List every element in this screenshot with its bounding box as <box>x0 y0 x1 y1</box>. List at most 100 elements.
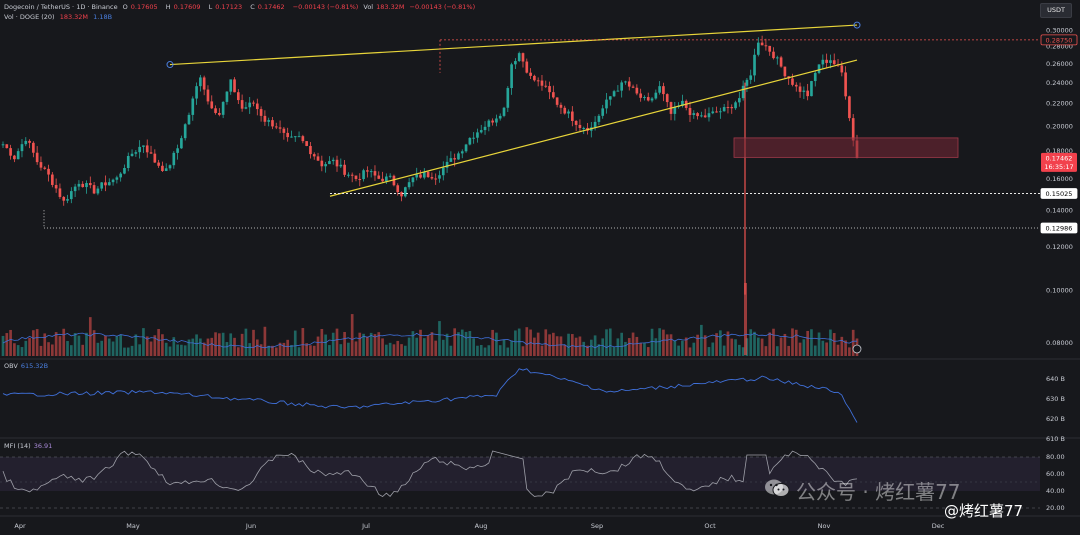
candle-body <box>145 145 149 153</box>
lower-trendline <box>329 59 858 197</box>
volume-bar <box>696 334 699 356</box>
volume-bar <box>457 332 460 356</box>
candle-body <box>13 155 16 160</box>
candle-body <box>240 100 244 109</box>
y-tick-label: 0.26000 <box>1046 60 1073 68</box>
volume-bar <box>126 347 130 356</box>
candle-body <box>692 113 696 116</box>
candle-body <box>662 86 665 95</box>
volume-bar <box>244 328 248 356</box>
price-tag-support2-bg <box>1040 222 1078 234</box>
candle-body <box>236 92 240 101</box>
candle-body <box>521 53 525 62</box>
volume-bar <box>692 342 696 356</box>
currency-button[interactable]: USDT <box>1040 3 1072 18</box>
volume-bar <box>844 340 847 356</box>
candle-body <box>544 85 548 87</box>
volume-bar <box>286 339 289 356</box>
volume-bar <box>191 338 195 356</box>
volume-bar <box>400 344 403 356</box>
volume-bar <box>601 338 605 356</box>
volume-bar <box>407 337 411 356</box>
vol-label: Vol <box>363 3 374 11</box>
candle-body <box>358 179 362 181</box>
y-tick-label: 0.24000 <box>1046 79 1073 87</box>
candle-body <box>726 107 730 109</box>
volume-bar <box>662 329 665 356</box>
price-tag-support2: 0.12986 <box>1046 225 1073 233</box>
candle-body <box>16 151 20 160</box>
volume-bar <box>214 332 217 356</box>
volume-bar <box>419 329 422 356</box>
volume-bar <box>218 333 221 356</box>
volume-bar <box>559 336 563 356</box>
candle-body <box>142 145 145 147</box>
y-tick-label: 0.12000 <box>1046 243 1073 251</box>
ohlc-high: H 0.17609 <box>165 3 201 11</box>
obv-tick-label: 630 B <box>1046 395 1065 403</box>
candle-body <box>388 175 392 177</box>
candle-body <box>92 185 96 194</box>
candle-body <box>772 51 775 59</box>
candle-body <box>806 90 809 97</box>
volume-bar <box>381 338 384 356</box>
volume-bar <box>449 345 453 356</box>
candle-body <box>430 177 434 179</box>
volume-bar <box>483 347 487 356</box>
volume-bar <box>392 344 396 356</box>
candle-body <box>214 108 217 113</box>
volume-bar <box>366 336 369 356</box>
volume-bar <box>605 329 608 356</box>
candle-body <box>20 144 24 152</box>
volume-bar <box>756 337 760 356</box>
volume-bar <box>608 328 612 356</box>
candle-body <box>62 196 66 201</box>
candle-body <box>176 148 179 153</box>
candle-body <box>650 98 654 101</box>
volume-bar <box>134 334 138 356</box>
candle-body <box>608 96 612 100</box>
volume-bar <box>233 337 236 356</box>
volume-bar <box>476 345 479 356</box>
candle-body <box>252 102 255 104</box>
mfi-tick-label: 80.00 <box>1046 453 1065 461</box>
candle-body <box>290 136 293 138</box>
candle-body <box>756 42 760 55</box>
candle-body <box>495 118 498 123</box>
candle-body <box>347 174 350 176</box>
y-tick-label: 0.16000 <box>1046 175 1073 183</box>
volume-bar <box>487 345 491 356</box>
price-tag-top-bg <box>1040 34 1078 46</box>
symbol-title: Dogecoin / TetherUS · 1D · Binance <box>4 3 118 11</box>
candle-body <box>73 186 77 192</box>
candle-body <box>164 168 168 171</box>
candle-body <box>681 100 684 106</box>
volume-bar <box>51 344 54 356</box>
candle-body <box>248 102 252 108</box>
volume-bar <box>221 332 225 356</box>
volume-bar <box>369 332 373 356</box>
volume-bar <box>157 329 160 356</box>
volume-bar <box>293 330 297 356</box>
candle-body <box>35 152 39 163</box>
volume-bar <box>673 340 677 356</box>
candle-body <box>514 61 517 65</box>
volume-bar <box>540 345 544 356</box>
volume-bar <box>161 334 164 356</box>
candle-body <box>362 170 365 180</box>
candle-body <box>840 65 844 73</box>
vol-change: −0.00143 (−0.81%) <box>409 3 476 11</box>
candle-body <box>764 45 768 47</box>
volume-bar <box>502 339 506 356</box>
volume-bar <box>115 336 119 356</box>
volume-bar <box>426 335 430 356</box>
candle-body <box>449 158 453 162</box>
candle-body <box>491 120 494 123</box>
volume-bar <box>654 338 658 356</box>
candle-body <box>510 64 513 89</box>
candle-body <box>28 140 31 143</box>
y-tick-label: 0.10000 <box>1046 286 1073 294</box>
candle-body <box>172 152 176 166</box>
volume-bar <box>404 345 407 356</box>
